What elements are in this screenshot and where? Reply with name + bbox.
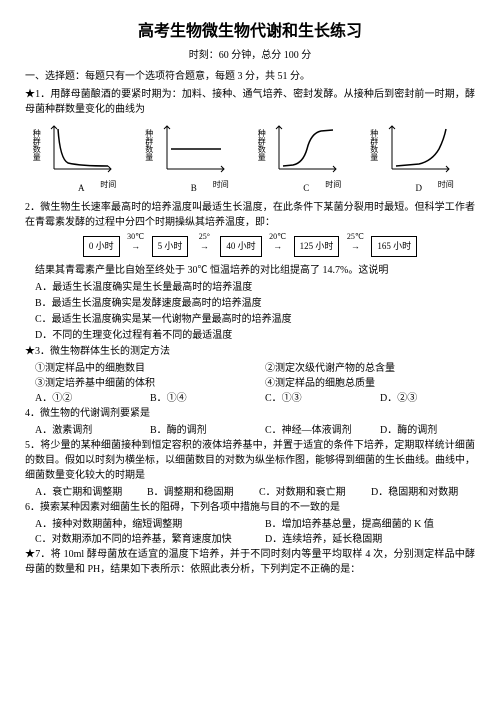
q2-result: 结果其青霉素产量比自始至终处于 30℃ 恒温培养的对比组提高了 14.7%。这说… <box>25 263 475 278</box>
q6-opt-c: C．对数期添加不同的培养基，繁育速度加快 <box>35 532 245 547</box>
q1-charts: 种群数量 时间 A 种群数量 时间 B <box>25 121 475 196</box>
chart-c-svg <box>271 121 341 176</box>
page-title: 高考生物微生物代谢和生长练习 <box>25 20 475 44</box>
q6-prefix: 6． <box>25 502 40 513</box>
chart-c-ylabel: 种群数量 <box>257 129 265 161</box>
q4-opts: A．激素调剂 B．酶的调剂 C．神经—体液调剂 D．酶的调剂 <box>35 423 475 438</box>
q3-opts: A．①② B．①④ C．①③ D．②③ <box>35 391 475 406</box>
q6-opt-d: D．连续培养，延长稳固期 <box>265 532 475 547</box>
flow-temp-4: 25℃ <box>341 231 369 243</box>
flow-box-5: 165 小时 <box>371 236 417 258</box>
chart-b-ylabel: 种群数量 <box>145 129 153 161</box>
question-4: 4．微生物的代谢调剂要紧是 <box>25 406 475 421</box>
chart-a-label: A <box>78 182 85 196</box>
q5-text: 将少量的某种细菌接种到恒定容积的液体培养基中，并置于适宜的条件下培养，定期取样统… <box>25 440 475 481</box>
question-6: 6．摸索某种因素对细菌生长的阻碍，下列各项中措施与目的不一致的是 <box>25 500 475 515</box>
q2-opt-c: C．最适生长温度确实是某一代谢物产量最高时的培养温度 <box>35 312 475 327</box>
q5-opt-a: A．衰亡期和调整期 <box>35 485 139 500</box>
question-2: 2．微生物生长速率最高时的培养温度叫最适生长温度，在此条件下某菌分裂用时最短。但… <box>25 200 475 230</box>
q6-opt-a: A．接种对数期菌种，缩短调整期 <box>35 517 245 532</box>
flow-box-3: 40 小时 <box>220 236 261 258</box>
chart-a-svg <box>46 121 116 176</box>
chart-d-xlabel: 时间 <box>438 179 454 191</box>
q6-opts-row2: C．对数期添加不同的培养基，繁育速度加快 D．连续培养，延长稳固期 <box>35 532 475 547</box>
q4-text: 微生物的代谢调剂要紧是 <box>40 408 150 419</box>
flow-arrow-1: 30℃→ <box>122 240 150 254</box>
chart-b: 种群数量 时间 B <box>159 121 229 196</box>
q2-text: 微生物生长速率最高时的培养温度叫最适生长温度，在此条件下某菌分裂用时最短。但科学… <box>25 202 475 228</box>
q3-sub1: ①测定样品中的细胞数目 <box>35 361 245 376</box>
q2-prefix: 2． <box>25 202 40 213</box>
chart-b-svg <box>159 121 229 176</box>
q5-opts: A．衰亡期和调整期 B．调整期和稳固期 C．对数期和衰亡期 D．稳固期和对数期 <box>35 485 475 500</box>
chart-b-xlabel: 时间 <box>213 179 229 191</box>
chart-c-label: C <box>303 182 309 196</box>
q2-opt-b: B．最适生长温度确实是发酵速度最高时的培养温度 <box>35 296 475 311</box>
q6-opts-row1: A．接种对数期菌种，缩短调整期 B．增加培养基总量，提高细菌的 K 值 <box>35 517 475 532</box>
chart-c-xlabel: 时间 <box>325 179 341 191</box>
chart-d-ylabel: 种群数量 <box>370 129 378 161</box>
q3-opt-b: B．①④ <box>150 391 245 406</box>
q6-text: 摸索某种因素对细菌生长的阻碍，下列各项中措施与目的不一致的是 <box>40 502 340 513</box>
chart-a: 种群数量 时间 A <box>46 121 116 196</box>
question-3: ★3．微生物群体生长的测定方法 <box>25 344 475 359</box>
q5-opt-d: D．稳固期和对数期 <box>371 485 475 500</box>
question-7: ★7．将 10ml 酵母菌放在适宜的温度下培养，并于不同时刻内等量平均取样 4 … <box>25 547 475 577</box>
flow-box-2: 5 小时 <box>152 236 189 258</box>
q3-sub3: ③测定培养基中细菌的体积 <box>35 376 245 391</box>
q5-opt-b: B．调整期和稳固期 <box>147 485 251 500</box>
q4-opt-a: A．激素调剂 <box>35 423 130 438</box>
q5-prefix: 5． <box>25 440 40 451</box>
q3-sub2: ②测定次级代谢产物的总含量 <box>265 361 475 376</box>
flow-temp-3: 20℃ <box>264 231 292 243</box>
q4-opt-c: C．神经—体液调剂 <box>265 423 360 438</box>
flow-temp-1: 30℃ <box>122 231 150 243</box>
q6-opt-b: B．增加培养基总量，提高细菌的 K 值 <box>265 517 475 532</box>
q3-opt-c: C．①③ <box>265 391 360 406</box>
q3-prefix: ★3． <box>25 346 50 357</box>
subtitle-time: 时刻：60 分钟，总分 100 分 <box>25 48 475 63</box>
q3-opt-a: A．①② <box>35 391 130 406</box>
chart-d-svg <box>384 121 454 176</box>
chart-a-xlabel: 时间 <box>100 179 116 191</box>
q2-opt-d: D．不同的生理变化过程有着不同的最适温度 <box>35 328 475 343</box>
chart-d-label: D <box>416 182 423 196</box>
q3-sub-row2: ③测定培养基中细菌的体积 ④测定样品的细胞总质量 <box>35 376 475 391</box>
flow-box-4: 125 小时 <box>294 236 340 258</box>
question-5: 5．将少量的某种细菌接种到恒定容积的液体培养基中，并置于适宜的条件下培养，定期取… <box>25 438 475 483</box>
flow-box-1: 0 小时 <box>83 236 120 258</box>
q4-opt-d: D．酶的调剂 <box>380 423 475 438</box>
q3-opt-d: D．②③ <box>380 391 475 406</box>
chart-d: 种群数量 时间 D <box>384 121 454 196</box>
q5-opt-c: C．对数期和衰亡期 <box>259 485 363 500</box>
q2-opt-a: A．最适生长温度确实是生长量最高时的培养温度 <box>35 280 475 295</box>
flow-arrow-2: 25°→ <box>190 240 218 254</box>
section-1-head: 一、选择题：每题只有一个选项符合题意，每题 3 分，共 51 分。 <box>25 69 475 84</box>
q3-sub-row1: ①测定样品中的细胞数目 ②测定次级代谢产物的总含量 <box>35 361 475 376</box>
flow-arrow-4: 25℃→ <box>341 240 369 254</box>
q4-prefix: 4． <box>25 408 40 419</box>
q3-text: 微生物群体生长的测定方法 <box>50 346 170 357</box>
q4-opt-b: B．酶的调剂 <box>150 423 245 438</box>
q1-text: 用酵母菌酿酒的要紧时期为：加料、接种、通气培养、密封发酵。从接种后到密封前一时期… <box>25 89 475 115</box>
q2-flow: 0 小时 30℃→ 5 小时 25°→ 40 小时 20℃→ 125 小时 25… <box>25 236 475 258</box>
chart-b-label: B <box>191 182 197 196</box>
chart-c: 种群数量 时间 C <box>271 121 341 196</box>
q3-sub4: ④测定样品的细胞总质量 <box>265 376 475 391</box>
q7-text: 将 10ml 酵母菌放在适宜的温度下培养，并于不同时刻内等量平均取样 4 次，分… <box>25 549 475 575</box>
q7-prefix: ★7． <box>25 549 51 560</box>
q1-prefix: ★1． <box>25 89 50 100</box>
chart-a-ylabel: 种群数量 <box>32 129 40 161</box>
question-1: ★1．用酵母菌酿酒的要紧时期为：加料、接种、通气培养、密封发酵。从接种后到密封前… <box>25 87 475 117</box>
flow-arrow-3: 20℃→ <box>264 240 292 254</box>
flow-temp-2: 25° <box>190 231 218 243</box>
